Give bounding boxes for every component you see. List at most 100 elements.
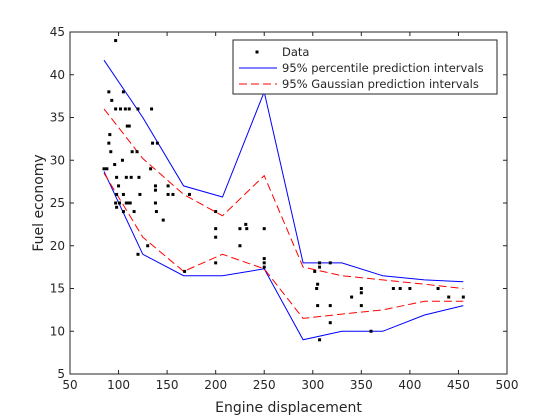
data-point [316, 282, 320, 286]
data-point [161, 218, 165, 222]
x-tick-label: 200 [204, 378, 227, 392]
data-point [262, 227, 266, 231]
data-point [245, 227, 249, 231]
x-tick-label: 400 [398, 378, 421, 392]
legend-label: 95% Gaussian prediction intervals [282, 77, 479, 91]
data-point [126, 201, 130, 205]
data-point [124, 175, 128, 179]
data-point [262, 261, 266, 265]
data-point [130, 150, 134, 154]
data-point [447, 295, 451, 299]
data-point [125, 124, 129, 128]
y-tick-label: 25 [50, 196, 65, 210]
data-point [121, 90, 125, 94]
data-point [238, 227, 242, 231]
data-point [153, 184, 157, 188]
y-tick-label: 40 [50, 68, 65, 82]
data-point [118, 107, 122, 111]
data-point [391, 287, 395, 290]
data-point [166, 184, 170, 188]
gaussian-interval-lower-line [103, 172, 464, 319]
x-tick-label: 350 [350, 378, 373, 392]
data-point [149, 167, 153, 171]
data-point [328, 304, 332, 308]
x-tick-label: 150 [156, 378, 179, 392]
data-point [214, 227, 218, 231]
data-point [262, 257, 266, 261]
data-point [110, 98, 114, 102]
data-point [127, 107, 131, 111]
x-axis-label: Engine displacement [215, 400, 362, 416]
percentile-interval-upper-line [103, 59, 464, 283]
data-point [114, 201, 118, 205]
prediction-interval-lines [103, 59, 464, 341]
data-point [150, 107, 154, 111]
data-point [244, 222, 248, 226]
data-point [461, 295, 465, 299]
y-axis-ticks: 5 10 15 20 25 30 35 40 45 [50, 25, 507, 381]
data-points [102, 39, 465, 342]
legend-label: 95% percentile prediction intervals [282, 61, 484, 75]
data-point [318, 338, 322, 342]
data-point [124, 201, 128, 205]
data-point [359, 304, 363, 308]
data-point [359, 291, 363, 295]
data-point [113, 163, 117, 167]
gaussian-interval-upper-line [103, 108, 464, 289]
data-point [121, 192, 125, 196]
data-point [166, 192, 170, 196]
data-point [398, 287, 402, 290]
data-point [107, 90, 111, 94]
data-point [114, 107, 118, 111]
data-point [214, 261, 218, 265]
data-point [136, 252, 140, 256]
data-point [115, 205, 119, 209]
data-point [171, 192, 175, 196]
data-point [136, 107, 140, 111]
data-point [128, 201, 132, 205]
data-point [114, 39, 118, 43]
data-point [315, 287, 319, 290]
data-point [155, 141, 159, 145]
data-point [127, 124, 131, 128]
data-point [138, 192, 142, 196]
y-tick-label: 20 [50, 239, 65, 253]
data-point [137, 175, 141, 179]
data-point [123, 107, 127, 111]
data-point [108, 133, 112, 137]
data-point [187, 192, 191, 196]
data-point [151, 141, 155, 145]
x-tick-label: 50 [62, 378, 77, 392]
data-point [328, 321, 332, 325]
percentile-interval-lower-line [103, 171, 464, 341]
data-point [153, 201, 157, 205]
data-point [121, 210, 125, 214]
y-tick-label: 5 [57, 367, 65, 381]
data-point [132, 210, 136, 214]
data-point [129, 175, 133, 179]
data-point [313, 269, 317, 273]
x-tick-label: 100 [107, 378, 130, 392]
data-point [318, 265, 322, 269]
legend: Data 95% percentile prediction intervals 9… [232, 39, 498, 95]
y-tick-label: 15 [50, 282, 65, 296]
data-point [316, 304, 320, 308]
data-point [369, 329, 373, 333]
data-point [107, 141, 111, 145]
data-point [105, 167, 109, 171]
legend-label: Data [282, 45, 309, 59]
data-point [153, 188, 157, 192]
data-point [109, 150, 113, 154]
data-point [214, 235, 218, 239]
data-point [102, 167, 106, 171]
data-point [214, 210, 218, 214]
x-axis-ticks: 50 100 150 200 250 300 350 400 450 500 [62, 32, 518, 392]
data-point [318, 261, 322, 265]
y-tick-label: 30 [50, 153, 65, 167]
legend-marker-data [255, 50, 259, 54]
x-tick-label: 500 [496, 378, 519, 392]
y-tick-label: 45 [50, 25, 65, 39]
data-point [146, 244, 150, 248]
y-tick-label: 35 [50, 111, 65, 125]
